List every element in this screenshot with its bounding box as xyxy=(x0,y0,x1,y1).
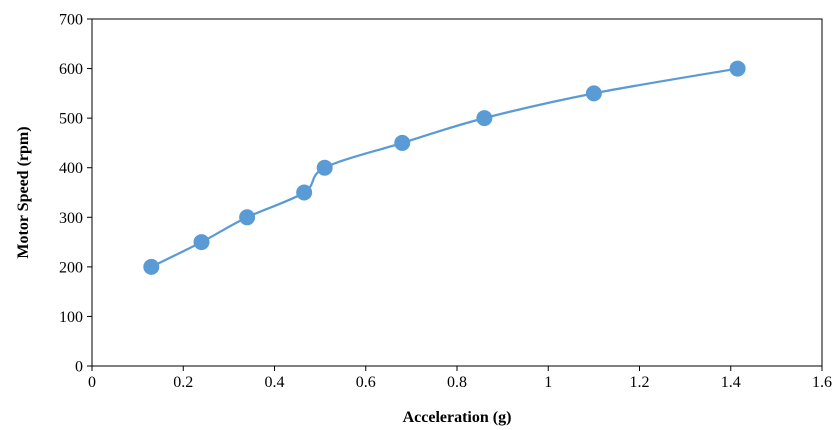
x-tick-label: 0 xyxy=(88,374,96,391)
series-line xyxy=(150,67,739,268)
y-tick-label: 700 xyxy=(59,12,83,29)
data-point xyxy=(729,60,746,77)
y-tick-label: 600 xyxy=(59,61,83,78)
x-tick-label: 1.4 xyxy=(721,374,741,391)
data-point xyxy=(316,159,333,176)
y-tick-label: 500 xyxy=(59,111,83,128)
x-tick-label: 0.8 xyxy=(447,374,467,391)
x-tick-label: 0.4 xyxy=(265,374,285,391)
x-tick-label: 0.2 xyxy=(173,374,193,391)
data-point xyxy=(476,110,493,127)
x-tick-label: 1 xyxy=(544,374,552,391)
data-point xyxy=(143,258,160,275)
plot-frame xyxy=(91,18,823,367)
y-tick-label: 300 xyxy=(59,210,83,227)
data-point xyxy=(394,134,411,151)
x-tick-label: 0.6 xyxy=(356,374,376,391)
x-axis-title: Acceleration (g) xyxy=(403,409,512,426)
y-tick-label: 0 xyxy=(75,359,83,376)
x-tick-label: 1.6 xyxy=(812,374,832,391)
axes xyxy=(87,18,823,371)
data-point xyxy=(239,209,256,226)
tick-labels: 0 0.2 0.4 0.6 0.8 1 1.2 1.4 1.6 0 100 200 300 400 500 6… xyxy=(59,12,832,392)
data-point xyxy=(585,85,602,102)
y-tick-label: 100 xyxy=(59,309,83,326)
y-tick-label: 200 xyxy=(59,259,83,276)
data-point xyxy=(193,234,210,251)
data-point xyxy=(296,184,313,201)
x-tick-label: 1.2 xyxy=(630,374,650,391)
series-layer xyxy=(143,60,746,275)
y-tick-label: 400 xyxy=(59,160,83,177)
y-axis-title: Motor Speed (rpm) xyxy=(15,126,32,258)
